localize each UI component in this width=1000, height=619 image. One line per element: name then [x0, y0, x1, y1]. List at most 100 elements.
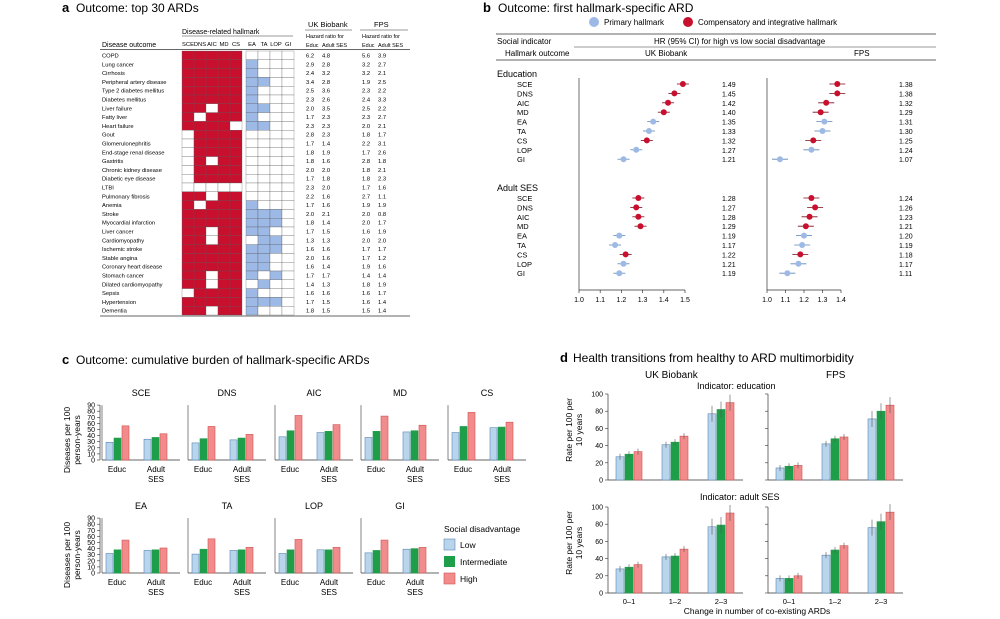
c-bar [159, 433, 168, 461]
fps-hr-point [812, 204, 819, 211]
c-bar [294, 415, 303, 461]
hallmark-cell [193, 288, 207, 298]
hr-value: 1.2 [378, 256, 386, 262]
hallmark-cell [193, 218, 207, 228]
c-legend-mid-swatch [444, 556, 455, 567]
d-y-tick-label: 60 [595, 426, 603, 433]
hallmark-cell [193, 209, 207, 219]
ukb-hr-point [637, 223, 644, 230]
disease-name: Glomerulonephritis [102, 142, 151, 148]
c-bar [286, 549, 295, 574]
hallmark-cell [229, 77, 243, 87]
hallmark-cell [205, 68, 219, 78]
hallmark-cell [269, 103, 283, 113]
c-y-tick-label: 90 [87, 516, 95, 523]
c-y-tick-label: 60 [87, 421, 95, 428]
hallmark-cell [181, 209, 195, 219]
hallmark-cell [217, 182, 231, 192]
c-legend-high-swatch [443, 572, 456, 585]
hr-value: 1.7 [362, 150, 370, 156]
c-xcat-adult: Adult [320, 578, 339, 587]
disease-name: Stomach cancer [102, 274, 144, 280]
ukb-hr-point [650, 118, 657, 125]
hallmark-col-lop: LOP [270, 42, 282, 48]
d-bar [661, 556, 671, 594]
disease-name: Ischemic stroke [102, 247, 142, 253]
hr-value: 2.3 [306, 98, 314, 104]
sub-educ-ukb: Educ [306, 43, 319, 49]
hr-value: 1.7 [378, 291, 386, 297]
c-bar [207, 538, 216, 574]
hallmark-cell [257, 138, 271, 148]
hallmark-cell [257, 279, 271, 289]
hr-value: 1.6 [322, 247, 330, 253]
hallmark-cell [269, 253, 283, 263]
hr-value: 2.4 [362, 98, 371, 104]
hr-value: 1.7 [322, 274, 330, 280]
hr-value: 2.0 [306, 106, 314, 112]
hr-value: 1.8 [306, 150, 314, 156]
c-y-tick-label: 90 [87, 403, 95, 410]
fps-hr-label: 1.24 [899, 148, 913, 155]
panel-d: d Health transitions from healthy to ARD… [560, 350, 903, 616]
c-bar [402, 431, 411, 461]
hr-value: 1.6 [306, 291, 314, 297]
c-bar [245, 547, 254, 574]
hr-value: 2.1 [322, 212, 330, 218]
hr-value: 6.2 [306, 54, 314, 60]
hallmark-cell [181, 112, 195, 122]
hallmark-cell [193, 121, 207, 131]
hr-value: 3.2 [362, 62, 370, 68]
hallmark-row-label: AIC [517, 99, 530, 108]
disease-name: End-stage renal disease [102, 150, 165, 156]
fps-hr-label: 1.31 [899, 120, 913, 127]
d-ukb-label: UK Biobank [645, 370, 699, 381]
hr-value: 2.5 [362, 106, 370, 112]
fps-hr-label: 1.23 [899, 215, 913, 222]
ukb-hr-label: 1.28 [722, 196, 736, 203]
hr-value: 1.4 [322, 221, 331, 227]
d-bar [624, 566, 634, 594]
hr-value: 1.4 [322, 142, 331, 148]
hallmark-cell [245, 147, 259, 157]
disease-row: Type 2 diabetes mellitus 2.5 3.6 2.3 2.2 [102, 86, 386, 96]
hallmark-cell [245, 59, 259, 69]
ukb-hr-label: 1.27 [722, 205, 736, 212]
c-bar [380, 415, 389, 461]
hallmark-cell [281, 288, 295, 298]
hr-value: 2.3 [378, 177, 386, 183]
hr-value: 2.4 [306, 71, 315, 77]
hallmark-cell [257, 182, 271, 192]
hallmark-cell [281, 279, 295, 289]
hr-value: 1.4 [378, 300, 387, 306]
ukb-hr-point [635, 195, 642, 201]
hallmark-cell [181, 147, 195, 157]
c-subchart-title: CS [481, 388, 494, 398]
disease-name: COPD [102, 54, 119, 60]
hallmark-cell [269, 182, 283, 192]
fps-header-a: FPS [374, 20, 389, 29]
hallmark-cell [217, 50, 231, 60]
c-y-tick-label: 70 [87, 528, 95, 535]
hr-value: 1.9 [378, 203, 386, 209]
hr-value: 2.0 [378, 238, 386, 244]
c-bar [286, 430, 295, 461]
hr-value: 1.7 [306, 177, 314, 183]
c-xcat-educ: Educ [194, 465, 212, 474]
hallmark-cell [193, 270, 207, 280]
c-y-tick-label: 0 [91, 458, 95, 465]
hallmark-cell [217, 209, 231, 219]
disease-name: Type 2 diabetes mellitus [102, 89, 164, 95]
hr-value: 3.4 [306, 80, 315, 86]
hallmark-cell [217, 138, 231, 148]
hallmark-cell [205, 77, 219, 87]
hallmark-cell [269, 86, 283, 96]
hallmark-cell [257, 68, 271, 78]
hallmark-cell [205, 86, 219, 96]
hallmark-cell [205, 218, 219, 228]
hallmark-cell [281, 86, 295, 96]
hallmark-cell [257, 226, 271, 236]
hr-label-fps: Hazard ratio for [362, 34, 400, 40]
hallmark-cell [181, 156, 195, 166]
